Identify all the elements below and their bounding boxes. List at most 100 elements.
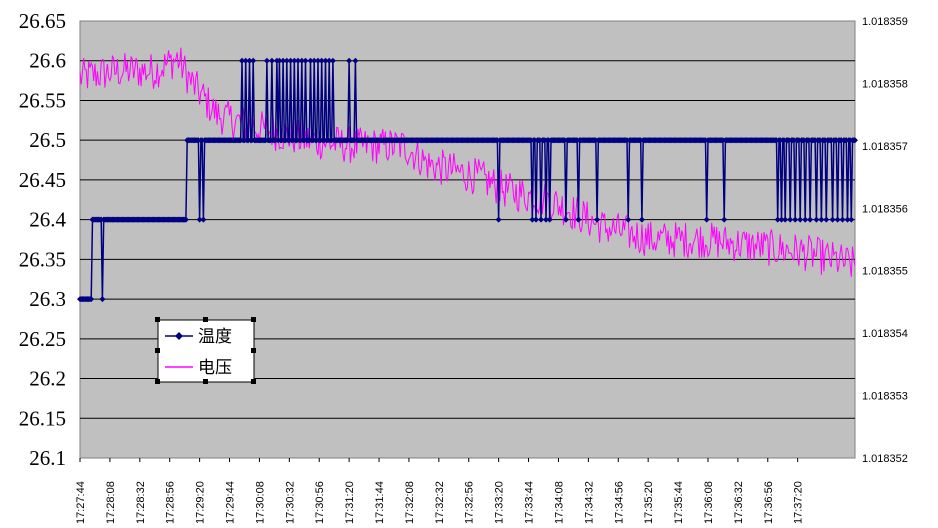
temperature-point [787,216,794,223]
x-tick-label: 17:33:20 [494,481,506,524]
temperature-point [625,216,632,223]
x-tick-label: 17:31:44 [374,481,386,524]
temperature-point [182,216,189,223]
left-tick-label: 26.5 [29,128,66,152]
temperature-point [834,216,841,223]
right-tick-label: 1.018358 [862,78,908,90]
x-tick-label: 17:35:20 [643,481,655,524]
x-tick-label: 17:33:44 [524,481,536,524]
temperature-point [813,216,820,223]
x-tick-label: 17:32:56 [464,481,476,524]
temperature-point [839,216,846,223]
temperature-point [823,216,830,223]
left-tick-label: 26.65 [19,9,66,33]
temperature-point [829,216,836,223]
x-axis-ticks: 17:27:44 17:28:08 17:28:32 17:28:56 17:29:20… [75,458,805,524]
x-tick-label: 17:34:32 [583,481,595,524]
temperature-point [302,57,309,64]
x-tick-label: 17:27:44 [75,481,87,524]
right-tick-label: 1.018357 [862,141,908,153]
voltage-line [79,47,856,277]
temperature-point [807,216,814,223]
x-tick-label: 17:35:44 [673,481,685,524]
left-tick-label: 26.35 [19,247,66,271]
legend[interactable]: 温度 电压 [155,317,256,384]
temperature-point [546,216,553,223]
legend-box[interactable] [157,319,255,383]
temperature-series [77,57,858,303]
temperature-point [315,57,321,64]
right-tick-label: 1.018354 [862,328,908,340]
temperature-point [638,216,645,223]
right-axis-ticks: 1.018352 1.018353 1.018354 1.018355 1.018356… [862,16,908,465]
temperature-point [844,216,851,223]
temperature-point [346,57,353,64]
temperature-point [852,137,858,144]
legend-temperature-marker [175,332,183,340]
temperature-point [562,216,569,223]
temperature-point [352,57,359,64]
temperature-point [196,216,203,223]
temperature-point [575,216,582,223]
x-tick-label: 17:30:08 [254,481,266,524]
temperature-point [329,57,336,64]
x-tick-label: 17:32:08 [404,481,416,524]
legend-handle-br[interactable] [251,379,256,384]
temperature-point [200,216,207,223]
x-tick-label: 17:34:56 [613,481,625,524]
temperature-point [543,216,549,223]
x-tick-label: 17:30:56 [314,481,326,524]
x-tick-label: 17:37:20 [793,481,805,524]
x-tick-label: 17:28:08 [105,481,117,524]
temperature-point [307,57,314,64]
left-tick-label: 26.4 [29,208,66,232]
temperature-point [287,57,294,64]
temperature-point [495,216,502,223]
x-tick-label: 17:29:44 [225,481,237,524]
legend-handle-tl[interactable] [155,317,160,322]
temperature-point [268,57,275,64]
left-tick-label: 26.1 [29,446,66,470]
temperature-point [322,57,329,64]
right-tick-label: 1.018352 [862,453,908,465]
temperature-point [242,57,249,64]
temperature-point [291,57,298,64]
temperature-point [246,57,253,64]
temperature-point [818,216,825,223]
legend-handle-bm[interactable] [203,379,208,384]
temperature-point [802,216,809,223]
temperature-point [326,57,333,64]
left-tick-label: 26.45 [19,168,66,192]
temperature-point [538,216,544,223]
x-tick-label: 17:36:08 [703,481,715,524]
temperature-point [703,216,710,223]
temperature-point [782,216,789,223]
temperature-point [792,216,799,223]
temperature-point [318,57,325,64]
temperature-point [721,216,728,223]
temperature-point [594,216,601,223]
x-tick-label: 17:31:20 [344,481,356,524]
temperature-point [99,296,106,303]
x-tick-label: 17:34:08 [553,481,565,524]
legend-handle-ml[interactable] [155,348,160,353]
legend-handle-tm[interactable] [203,317,208,322]
temperature-point [295,57,301,64]
left-axis-ticks: 26.1 26.15 26.2 26.25 26.3 26.35 26.4 26.45 26.5… [19,9,67,470]
x-tick-label: 17:28:32 [135,481,147,524]
temperature-point [263,57,270,64]
temperature-point [280,57,287,64]
legend-handle-mr[interactable] [251,348,256,353]
x-tick-label: 17:28:56 [165,481,177,524]
x-tick-label: 17:36:32 [733,481,745,524]
temperature-point [774,216,781,223]
legend-handle-bl[interactable] [155,379,160,384]
right-tick-label: 1.018356 [862,203,908,215]
temperature-point [283,57,290,64]
legend-voltage-label: 电压 [198,358,232,378]
legend-handle-tr[interactable] [251,317,256,322]
temperature-point [797,216,804,223]
right-tick-label: 1.018355 [862,266,908,278]
legend-temperature-label: 温度 [198,327,232,347]
